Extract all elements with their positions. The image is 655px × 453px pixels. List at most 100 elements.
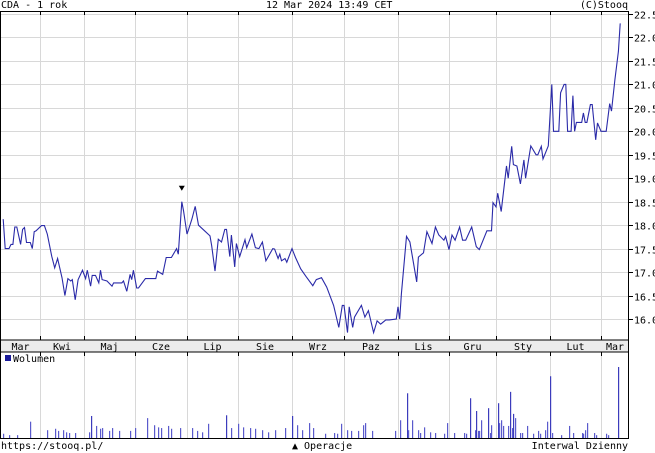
volume-bar: [491, 425, 493, 438]
source-url-link[interactable]: https://stooq.pl/: [1, 441, 104, 452]
month-label: Wrz: [309, 342, 327, 353]
month-label: Mar: [11, 342, 29, 353]
volume-bar: [400, 420, 402, 438]
chart-title: CDA - 1 rok: [1, 0, 68, 11]
volume-bar: [499, 423, 501, 438]
month-label: Maj: [100, 342, 118, 353]
volume-bar: [180, 428, 182, 438]
volume-bar: [552, 433, 554, 438]
volume-bar: [561, 435, 563, 438]
volume-bar: [478, 430, 480, 438]
volume-bar: [583, 433, 585, 438]
volume-bar: [9, 435, 11, 438]
volume-bar: [569, 425, 571, 438]
volume-bar: [435, 433, 437, 438]
volume-bar: [208, 423, 210, 438]
price-panel-frame: [0, 11, 629, 341]
volume-bar: [412, 420, 414, 438]
volume-bar: [334, 433, 336, 438]
volume-bar: [347, 430, 349, 438]
volume-bar: [501, 420, 503, 438]
month-label: Sty: [514, 342, 532, 353]
volume-bar: [313, 428, 315, 438]
volume-bar: [365, 423, 367, 438]
volume-bar: [395, 430, 397, 438]
volume-bar: [302, 430, 304, 438]
volume-bar: [481, 420, 483, 438]
volume-bar: [58, 430, 60, 438]
volume-bar: [550, 376, 552, 438]
volume-bar: [533, 433, 535, 438]
volume-bar: [408, 430, 410, 438]
volume-bar: [17, 435, 19, 438]
y-tick-label: 18.0: [634, 222, 655, 233]
volume-bar: [488, 408, 490, 438]
volume-bar: [63, 430, 65, 438]
volume-bar: [538, 430, 540, 438]
y-tick-label: 20.0: [634, 128, 655, 139]
volume-bar: [119, 430, 121, 438]
volume-legend-label: Wolumen: [13, 354, 55, 365]
y-tick-label: 20.5: [634, 105, 655, 116]
y-tick-label: 22.5: [634, 11, 655, 22]
y-tick-label: 17.5: [634, 246, 655, 257]
y-tick-label: 16.0: [634, 316, 655, 327]
volume-bar: [297, 425, 299, 438]
volume-bar: [618, 367, 620, 438]
volume-bar: [512, 428, 514, 438]
month-band: [1, 340, 629, 352]
volume-bar: [309, 423, 311, 438]
volume-bar: [262, 430, 264, 438]
volume-bar: [454, 433, 456, 438]
grid: [1, 12, 628, 438]
volume-bar: [168, 425, 170, 438]
month-label: Lis: [414, 342, 432, 353]
volume-bar: [96, 425, 98, 438]
volume-bar: [527, 425, 529, 438]
volume-bar: [192, 428, 194, 438]
volume-bar: [522, 433, 524, 438]
volume-bar: [30, 421, 32, 438]
volume-bar: [75, 433, 77, 438]
volume-bar: [250, 428, 252, 438]
volume-bar: [91, 415, 93, 438]
volume-bar: [161, 428, 163, 438]
month-label: Paz: [362, 342, 380, 353]
volume-bar: [255, 428, 257, 438]
y-tick-label: 21.0: [634, 81, 655, 92]
copyright: (C)Stooq: [579, 0, 628, 11]
month-label: Lip: [203, 342, 221, 353]
volume-bar: [100, 428, 102, 438]
volume-bar: [109, 430, 111, 438]
month-label: Mar: [606, 342, 624, 353]
month-label: Cze: [152, 342, 170, 353]
volume-bar: [515, 418, 517, 438]
volume-bar: [285, 428, 287, 438]
volume-bar: [540, 433, 542, 438]
volume-bar: [243, 427, 245, 438]
volume-bar: [292, 415, 294, 438]
volume-bar: [268, 432, 270, 438]
volume-bar: [464, 433, 466, 438]
volume-bar: [475, 430, 477, 438]
volume-bar: [231, 428, 233, 438]
volume-bar: [69, 433, 71, 438]
volume-bar: [363, 425, 365, 438]
volume-bar: [470, 398, 472, 438]
y-tick-label: 17.0: [634, 269, 655, 280]
volume-bar: [197, 430, 199, 438]
volume-bar: [372, 430, 374, 438]
y-tick-label: 16.5: [634, 293, 655, 304]
volume-bar: [407, 393, 409, 438]
volume-bar: [498, 403, 500, 438]
volume-bar: [112, 428, 114, 438]
volume-bar: [55, 428, 57, 438]
operation-marker-icon: [178, 185, 185, 191]
y-tick-label: 19.0: [634, 175, 655, 186]
chart-timestamp: 12 Mar 2024 13:49 CET: [266, 0, 393, 11]
volume-bar: [430, 432, 432, 438]
volume-bar: [490, 433, 492, 438]
volume-bar: [89, 432, 91, 438]
volume-bar: [466, 433, 468, 438]
volume-bar: [513, 413, 515, 438]
